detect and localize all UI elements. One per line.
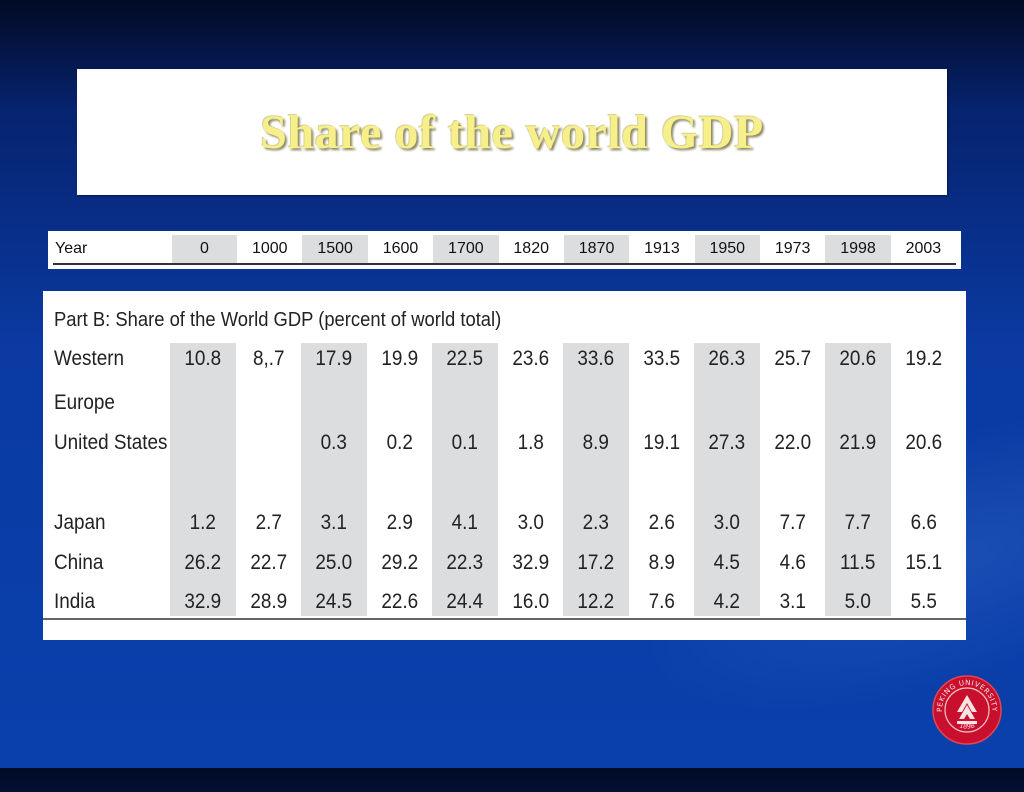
- year-cell: 1998: [825, 235, 891, 263]
- table-cell: 19.1: [642, 431, 680, 454]
- table-cell: 2.7: [255, 511, 282, 534]
- table-cell: 4.6: [779, 551, 806, 574]
- table-cell: 20.6: [839, 347, 877, 370]
- table-cell: 21.9: [839, 431, 877, 454]
- table-cell: 24.5: [315, 590, 353, 613]
- year-cell: 1870: [563, 235, 630, 263]
- table-cell: 29.2: [380, 551, 418, 574]
- table-cell: 12.2: [577, 590, 615, 613]
- table-cell: 22.6: [380, 590, 418, 613]
- table-cell: 24.4: [446, 590, 484, 613]
- table-cell: 32.9: [511, 551, 549, 574]
- year-cell: 1820: [513, 240, 549, 257]
- table-cell: 3.0: [517, 511, 544, 534]
- table-cell: 22.3: [446, 551, 484, 574]
- table-cell: 22.0: [773, 431, 811, 454]
- table-cell: 8.9: [582, 431, 609, 454]
- table-cell: 4.2: [713, 590, 740, 613]
- table-cell: 26.2: [184, 551, 222, 574]
- year-row: Year 0 1000 1500 1600 1700 1820 1870 191…: [53, 235, 956, 265]
- title-box: Share of the world GDP: [77, 69, 947, 195]
- row-label-united-states: United States: [54, 431, 168, 454]
- table-cell: 7.7: [779, 511, 806, 534]
- table-cell: 2.9: [386, 511, 413, 534]
- table-cell: 4.1: [451, 511, 478, 534]
- table-cell: 25.7: [773, 347, 811, 370]
- table-cell: 22.5: [446, 347, 484, 370]
- table-row: 1.2 2.7 3.1 2.9 4.1 3.0 2.3 2.6 3.0 7.7 …: [170, 511, 956, 535]
- row-label-japan: Japan: [54, 511, 106, 534]
- table-cell: 15.1: [904, 551, 942, 574]
- table-cell: 7.6: [648, 590, 675, 613]
- year-cell: 0: [171, 235, 238, 263]
- table-cell: 19.9: [380, 347, 418, 370]
- row-label-western: Western: [54, 347, 125, 370]
- table-cell: 0.2: [386, 431, 413, 454]
- table-cell: 3.1: [779, 590, 806, 613]
- table-row: 10.8 8,.7 17.9 19.9 22.5 23.6 33.6 33.5 …: [170, 347, 956, 371]
- table-cell: 7.7: [844, 511, 871, 534]
- table-cell: [239, 431, 298, 455]
- slide-title: Share of the world GDP: [260, 105, 764, 159]
- table-cell: 10.8: [184, 347, 222, 370]
- year-cell: 1700: [433, 235, 499, 263]
- table-cell: 32.9: [184, 590, 222, 613]
- table-cell: 1.2: [189, 511, 216, 534]
- table-cell: 8,.7: [252, 347, 285, 370]
- year-header-table: Year 0 1000 1500 1600 1700 1820 1870 191…: [48, 231, 961, 269]
- year-cell: 1600: [382, 240, 419, 257]
- table-cell: 28.9: [249, 590, 287, 613]
- column-shading: [170, 343, 956, 616]
- table-cell: 19.2: [904, 347, 942, 370]
- table-row: 0.3 0.2 0.1 1.8 8.9 19.1 27.3 22.0 21.9 …: [170, 431, 956, 455]
- table-cell: 0.1: [451, 431, 478, 454]
- table-cell: 27.3: [708, 431, 746, 454]
- table-cell: 3.1: [320, 511, 347, 534]
- table-cell: 1.8: [517, 431, 544, 454]
- table-cell: 16.0: [511, 590, 549, 613]
- year-cell: 1500: [302, 235, 368, 263]
- row-label-china: China: [54, 551, 104, 574]
- svg-text:1898: 1898: [958, 721, 975, 730]
- table-cell: 0.3: [320, 431, 347, 454]
- row-label-india: India: [54, 590, 95, 613]
- table-cell: 4.5: [713, 551, 740, 574]
- year-label: Year: [55, 240, 88, 257]
- table-cell: 2.3: [582, 511, 609, 534]
- table-bottom-rule: [43, 618, 966, 620]
- table-cell: 11.5: [840, 551, 876, 574]
- table-cell: 3.0: [713, 511, 740, 534]
- year-cell: 1000: [251, 240, 288, 257]
- year-cell: 1973: [774, 240, 811, 257]
- table-cell: 2.6: [648, 511, 675, 534]
- table-cell: 17.9: [315, 347, 353, 370]
- table-row: 32.9 28.9 24.5 22.6 24.4 16.0 12.2 7.6 4…: [170, 590, 956, 614]
- row-label-europe: Europe: [54, 391, 115, 414]
- table-cell: 5.0: [844, 590, 871, 613]
- table-cell: 8.9: [648, 551, 675, 574]
- logo-year-text: 1898: [958, 721, 975, 730]
- table-row: 26.2 22.7 25.0 29.2 22.3 32.9 17.2 8.9 4…: [170, 551, 956, 575]
- table-title: Part B: Share of the World GDP (percent …: [54, 309, 502, 331]
- university-seal-logo: PEKING UNIVERSITY 1898: [932, 675, 1002, 745]
- table-cell: 6.6: [910, 511, 937, 534]
- table-cell: [173, 431, 232, 455]
- table-cell: 22.7: [249, 551, 287, 574]
- table-cell: 23.6: [511, 347, 549, 370]
- table-cell: 33.6: [577, 347, 615, 370]
- table-cell: 5.5: [910, 590, 937, 613]
- gdp-share-table: Part B: Share of the World GDP (percent …: [43, 291, 966, 640]
- table-cell: 33.5: [642, 347, 680, 370]
- year-cell: 2003: [905, 240, 942, 257]
- table-cell: 20.6: [904, 431, 942, 454]
- table-cell: 25.0: [315, 551, 353, 574]
- year-cell: 1913: [644, 240, 680, 257]
- table-cell: 26.3: [708, 347, 746, 370]
- table-cell: 17.2: [577, 551, 615, 574]
- year-cell: 1950: [694, 235, 760, 263]
